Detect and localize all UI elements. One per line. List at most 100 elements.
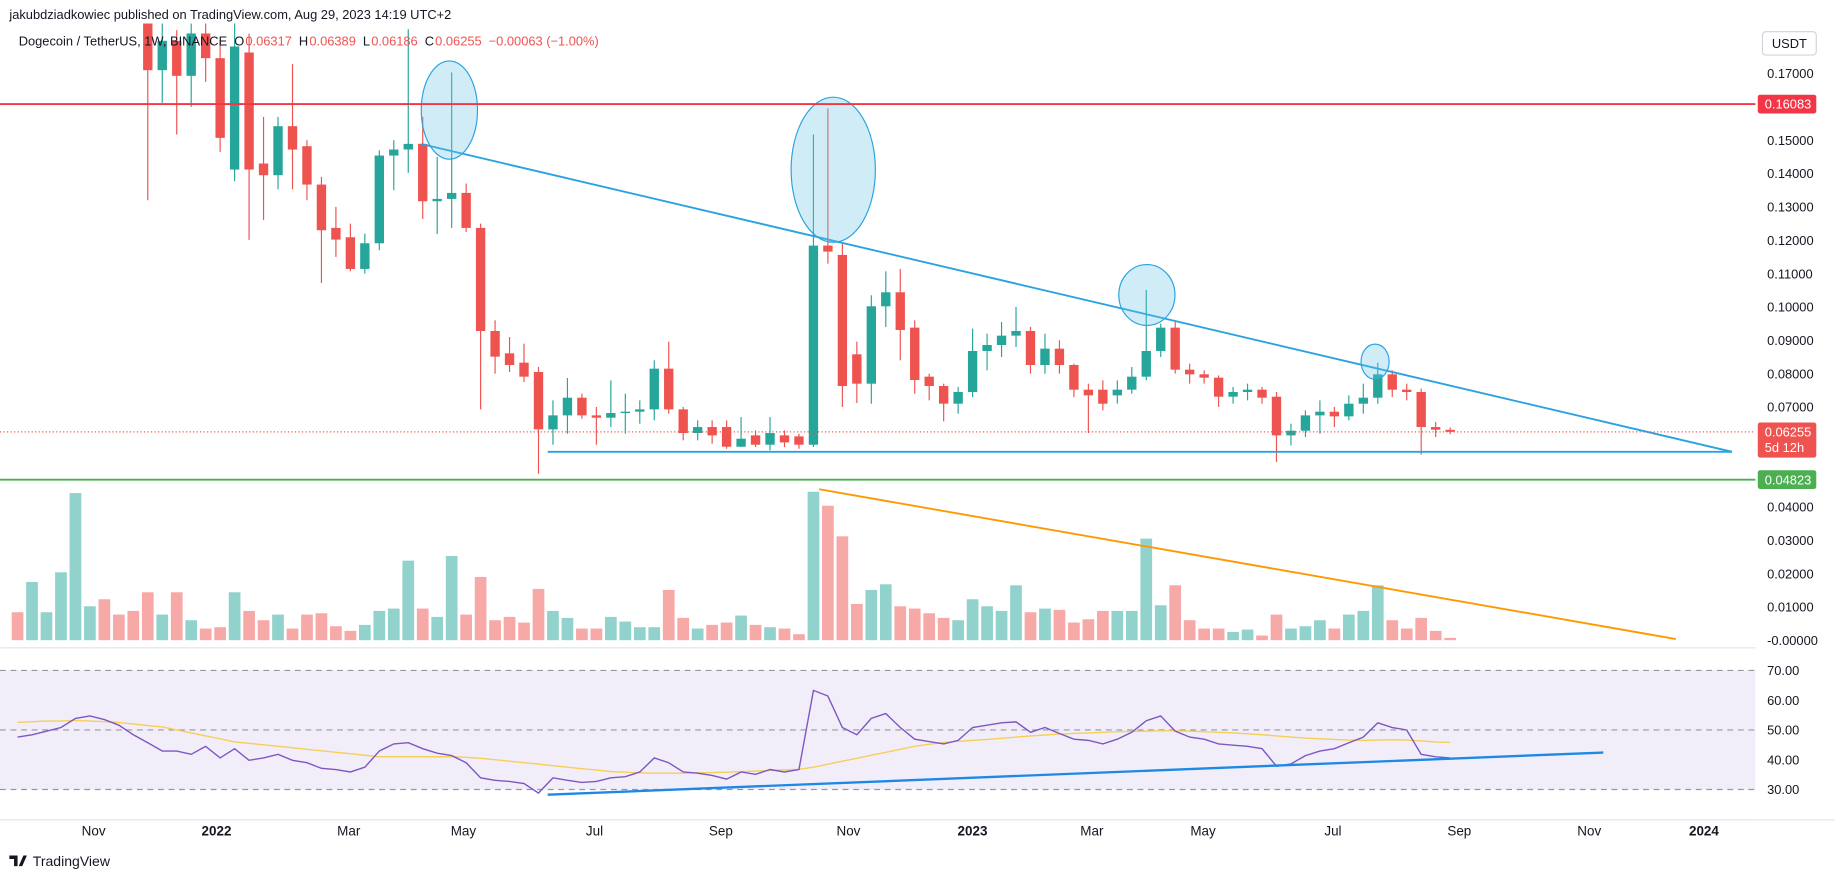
- volume-bar: [662, 589, 675, 641]
- volume-bar: [576, 628, 588, 641]
- rsi-tick-label: 70.00: [1767, 663, 1799, 678]
- candle-body: [1445, 429, 1455, 432]
- volume-bar: [1444, 637, 1456, 641]
- candle-body: [403, 143, 413, 150]
- volume-bar: [1024, 612, 1037, 641]
- volume-bar: [532, 588, 545, 641]
- volume-bar: [1371, 585, 1384, 641]
- volume-bar: [199, 628, 212, 641]
- x-tick-label: May: [1190, 824, 1216, 839]
- volume-bar: [1342, 614, 1355, 641]
- candle-body: [1025, 330, 1036, 365]
- volume-bar: [1140, 538, 1153, 641]
- highlight-ellipse: [420, 60, 479, 160]
- volume-tick-label: 0.02000: [1767, 566, 1813, 581]
- volume-bar: [923, 613, 936, 641]
- volume-bar: [69, 493, 82, 641]
- level-label-box: [1757, 94, 1817, 114]
- x-tick-label: 2024: [1689, 824, 1719, 839]
- candle-body: [938, 386, 949, 404]
- highlight-ellipse: [790, 96, 876, 243]
- level-label-box: [1757, 470, 1817, 489]
- candle-body: [765, 433, 775, 445]
- volume-bar: [1357, 610, 1370, 641]
- volume-bar: [156, 614, 169, 641]
- candle-body: [606, 413, 616, 418]
- x-tick-label: 2023: [958, 824, 988, 839]
- rsi-tick-label: 50.00: [1767, 723, 1799, 738]
- volume-bar: [214, 627, 226, 641]
- candle-body: [1387, 374, 1397, 390]
- level-label: 0.16083: [1765, 97, 1811, 112]
- candle-body: [996, 335, 1007, 345]
- volume-bar: [1400, 628, 1413, 641]
- rsi-tick-label: 30.00: [1767, 782, 1799, 797]
- candle-body: [504, 353, 515, 365]
- volume-bar: [474, 576, 487, 641]
- x-tick-label: Nov: [1577, 824, 1601, 839]
- price-change: −0.00063 (−1.00%): [489, 34, 599, 49]
- volume-bar: [445, 555, 458, 641]
- symbol-title: Dogecoin / TetherUS, 1W, BINANCE: [19, 34, 228, 49]
- resistance-trendline: [421, 143, 1733, 453]
- volume-tick-label: -0.00000: [1767, 633, 1818, 648]
- ohlc-value: 0.06389: [309, 34, 355, 49]
- volume-bar: [706, 624, 718, 641]
- price-tick-label: 0.09000: [1767, 333, 1813, 348]
- x-tick-label: Nov: [82, 824, 106, 839]
- candle-body: [360, 243, 370, 269]
- rsi-pane: [0, 669, 1756, 794]
- last-price-box: [1757, 422, 1817, 458]
- volume-bar: [633, 627, 646, 641]
- volume-bar: [648, 627, 661, 641]
- candle-body: [635, 409, 645, 412]
- candle-body: [1242, 389, 1253, 393]
- bar-countdown: 5d 12h: [1765, 440, 1804, 455]
- volume-bar: [98, 599, 111, 641]
- candle-body: [1213, 377, 1224, 397]
- volume-bar: [850, 603, 863, 641]
- volume-bar: [272, 614, 284, 641]
- overlay: 0.17000 0.15000 0.14000 0.13000 0.12000 0.110…: [0, 66, 1818, 797]
- currency-button[interactable]: [1761, 31, 1817, 56]
- volume-tick-label: 0.03000: [1767, 533, 1813, 548]
- candle-body: [707, 427, 717, 436]
- price-tick-label: 0.15000: [1767, 133, 1813, 148]
- candle-body: [1156, 327, 1166, 351]
- candle-body: [548, 415, 558, 430]
- volume-bar: [807, 491, 820, 641]
- candle-body: [1286, 430, 1296, 436]
- ohlc-value: 0.06317: [245, 34, 291, 49]
- candle-body: [186, 33, 196, 76]
- volume-bar: [503, 616, 516, 641]
- volume-bar: [778, 628, 791, 641]
- price-tick-label: 0.07000: [1767, 400, 1813, 415]
- candle-body: [533, 372, 544, 430]
- candle-body: [475, 227, 486, 331]
- candle-body: [982, 344, 992, 351]
- candle-body: [1127, 376, 1137, 390]
- currency-label: USDT: [1772, 36, 1807, 51]
- candle-body: [519, 362, 529, 377]
- candle-body: [1040, 348, 1050, 365]
- volume-bar: [402, 560, 415, 641]
- volume-bar: [822, 505, 834, 641]
- candle-body: [432, 198, 442, 202]
- candle-body: [244, 52, 254, 170]
- rsi-line: [17, 689, 1451, 794]
- candle-body: [736, 438, 746, 447]
- volume-bar: [286, 628, 299, 641]
- candle-body: [1228, 392, 1238, 397]
- volume-bar: [127, 610, 140, 641]
- candle-body: [1257, 389, 1267, 398]
- candle-body: [1054, 348, 1065, 365]
- x-tick-label: Jul: [1324, 824, 1341, 839]
- volume-bar: [604, 616, 617, 641]
- candle-body: [273, 126, 283, 176]
- last-price-label: 0.06255: [1765, 425, 1811, 440]
- volume-bar: [460, 614, 472, 641]
- candle-body: [200, 33, 211, 59]
- volume-trendline: [819, 488, 1677, 640]
- rsi-tick-label: 40.00: [1767, 752, 1799, 767]
